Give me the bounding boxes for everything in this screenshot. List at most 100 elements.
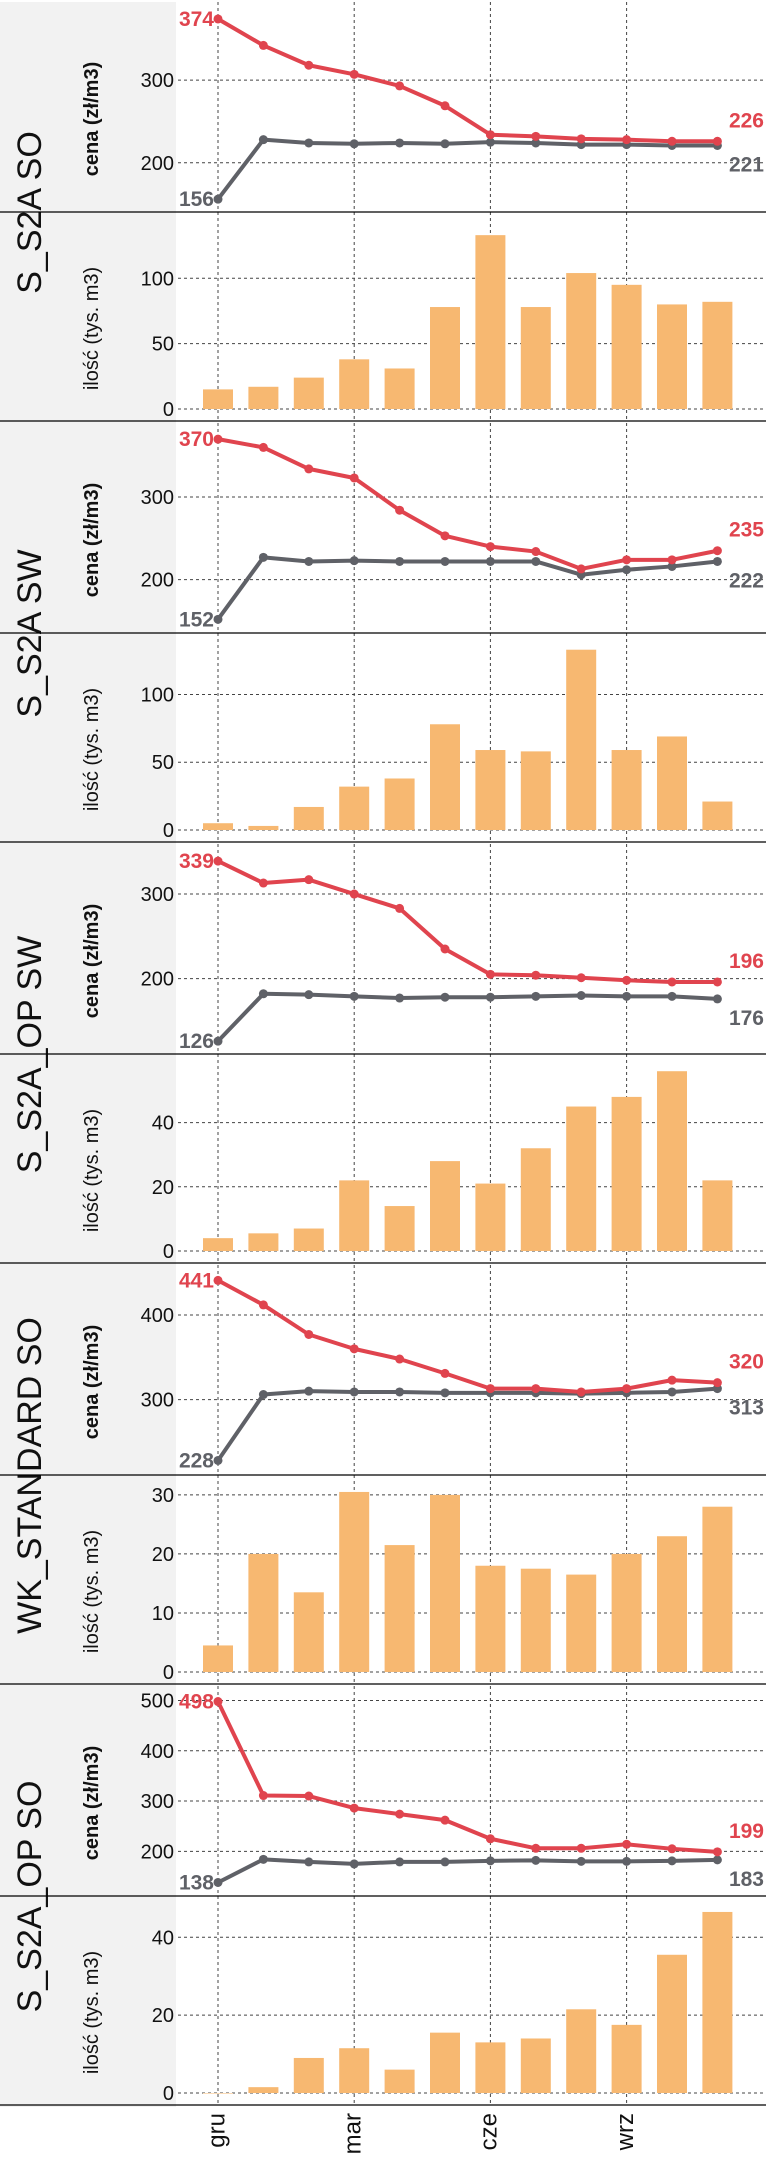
gray-price-point xyxy=(712,994,722,1004)
red-price-point xyxy=(531,131,541,141)
gray-first-label: 228 xyxy=(179,1449,214,1472)
qty-axis-label: ilość (tys. m3) xyxy=(81,1109,103,1232)
x-tick-label: cze xyxy=(476,2113,503,2150)
price-tick-label: 400 xyxy=(141,1305,174,1327)
quantity-bar xyxy=(475,1565,506,1672)
quantity-bar xyxy=(384,2069,415,2093)
red-price-point xyxy=(622,1839,632,1849)
quantity-bar xyxy=(611,1553,642,1672)
red-price-point xyxy=(213,14,223,24)
gray-price-point xyxy=(213,1877,223,1887)
gray-price-point xyxy=(304,1386,314,1396)
red-price-point xyxy=(485,969,495,979)
quantity-bar xyxy=(430,724,460,830)
quantity-bar xyxy=(702,301,733,409)
qty-tick-label: 40 xyxy=(152,1927,174,1949)
red-price-point xyxy=(395,1809,405,1819)
red-first-label: 498 xyxy=(179,1691,214,1714)
red-price-point xyxy=(304,1329,314,1339)
red-price-point xyxy=(485,1384,495,1394)
red-price-point xyxy=(667,136,677,146)
gray-price-point xyxy=(712,1855,722,1865)
red-price-point xyxy=(576,134,586,144)
red-price-point xyxy=(258,878,268,888)
gray-last-label: 313 xyxy=(729,1397,764,1420)
price-tick-label: 400 xyxy=(141,1741,174,1763)
price-tick-label: 300 xyxy=(141,1791,174,1813)
gray-price-point xyxy=(440,139,450,149)
red-price-point xyxy=(667,977,677,987)
qty-axis-label: ilość (tys. m3) xyxy=(81,688,103,811)
red-price-line xyxy=(217,859,718,984)
price-axis-label: cena (zł/m3) xyxy=(81,1325,103,1439)
gray-price-point xyxy=(485,1856,495,1866)
red-price-point xyxy=(485,542,495,552)
gray-first-label: 152 xyxy=(179,608,214,631)
qty-tick-label: 50 xyxy=(152,752,174,774)
quantity-bar xyxy=(203,823,233,830)
quantity-bar xyxy=(611,2024,642,2093)
gray-price-point xyxy=(485,992,495,1002)
quantity-bar xyxy=(293,1592,324,1672)
quantity-bar xyxy=(475,1183,506,1251)
gray-price-point xyxy=(485,137,495,147)
qty-tick-label: 30 xyxy=(152,1485,174,1507)
red-price-point xyxy=(576,973,586,983)
gray-price-point xyxy=(440,1857,450,1867)
gray-price-point xyxy=(531,138,541,148)
red-price-line xyxy=(216,1700,718,1854)
red-price-point xyxy=(576,1387,586,1397)
gray-first-label: 126 xyxy=(179,1030,214,1053)
red-price-point xyxy=(213,1697,223,1707)
red-price-point xyxy=(304,60,314,70)
gray-price-point xyxy=(395,993,405,1003)
quantity-bar xyxy=(248,1553,279,1672)
red-last-label: 199 xyxy=(729,1820,764,1843)
quantity-bar xyxy=(566,273,597,409)
price-tick-label: 300 xyxy=(141,1390,174,1412)
red-price-point xyxy=(440,531,450,541)
gray-price-point xyxy=(258,989,268,999)
quantity-bar xyxy=(566,1106,597,1251)
quantity-bar xyxy=(657,1954,687,2093)
quantity-bar xyxy=(430,1494,460,1672)
quantity-bar xyxy=(657,736,687,830)
gray-price-point xyxy=(304,556,314,566)
quantity-bar xyxy=(520,1568,551,1672)
gray-price-point xyxy=(349,1859,359,1869)
red-price-point xyxy=(349,1344,359,1354)
red-price-point xyxy=(485,1834,495,1844)
x-tick-label: wrz xyxy=(612,2113,639,2151)
x-tick-label: mar xyxy=(340,2113,367,2154)
gray-price-point xyxy=(667,991,677,1001)
red-price-point xyxy=(258,1300,268,1310)
gray-price-point xyxy=(349,991,359,1001)
gray-last-label: 183 xyxy=(729,1868,764,1891)
price-tick-label: 200 xyxy=(141,1841,174,1863)
quantity-bar xyxy=(248,386,279,409)
gray-price-line xyxy=(217,1857,718,1885)
gray-first-label: 138 xyxy=(179,1871,214,1894)
quantity-bar xyxy=(384,1206,415,1251)
quantity-bar xyxy=(566,649,597,830)
quantity-bar xyxy=(611,284,642,409)
red-price-point xyxy=(531,970,541,980)
quantity-bar xyxy=(702,1506,733,1672)
quantity-bar xyxy=(475,2042,506,2093)
gray-price-point xyxy=(531,1855,541,1865)
red-price-line xyxy=(217,437,718,571)
quantity-bar xyxy=(520,2038,551,2093)
gray-price-point xyxy=(304,990,314,1000)
quantity-bar xyxy=(293,806,324,830)
quantity-bar xyxy=(203,389,233,409)
red-price-point xyxy=(712,546,722,556)
qty-tick-label: 0 xyxy=(163,820,174,842)
price-tick-label: 200 xyxy=(141,969,174,991)
red-first-label: 339 xyxy=(179,850,214,873)
qty-axis-label: ilość (tys. m3) xyxy=(81,1951,103,2074)
red-price-point xyxy=(395,505,405,515)
red-first-label: 370 xyxy=(179,428,214,451)
quantity-bar xyxy=(339,359,370,409)
x-tick-label: gru xyxy=(203,2113,230,2148)
quantity-bar xyxy=(430,1161,460,1251)
